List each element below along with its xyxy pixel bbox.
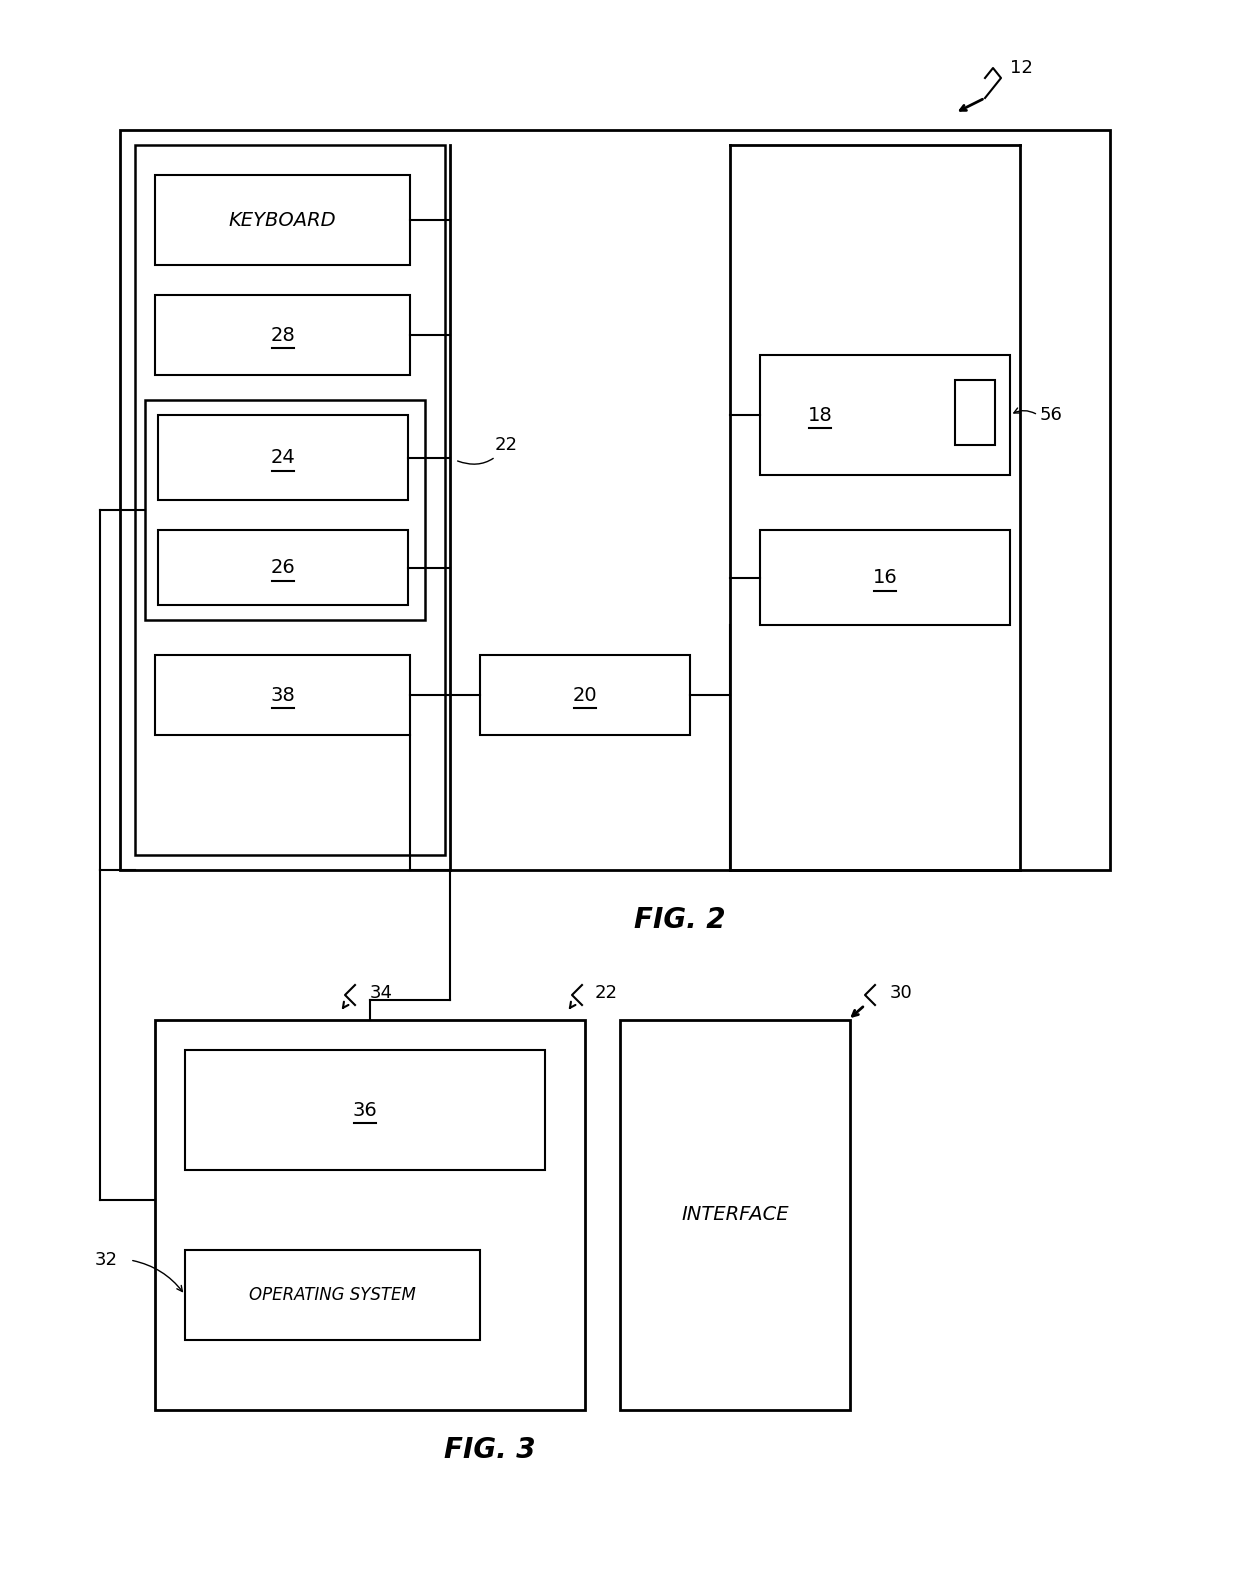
Bar	[620, 1020, 849, 1411]
Text: 22: 22	[595, 983, 618, 1002]
Text: 20: 20	[573, 685, 598, 704]
Text: 36: 36	[352, 1101, 377, 1120]
Text: 12: 12	[1011, 60, 1033, 77]
Text: 28: 28	[270, 325, 295, 344]
Text: 34: 34	[370, 983, 393, 1002]
Bar	[955, 380, 994, 445]
Bar	[760, 529, 1011, 625]
Text: 56: 56	[1040, 405, 1063, 424]
Text: 26: 26	[270, 558, 295, 577]
Bar	[135, 145, 445, 855]
Text: INTERFACE: INTERFACE	[681, 1205, 789, 1224]
Bar	[155, 174, 410, 265]
Bar	[157, 415, 408, 500]
Bar	[155, 655, 410, 735]
Bar	[155, 295, 410, 375]
Text: OPERATING SYSTEM: OPERATING SYSTEM	[249, 1287, 415, 1304]
Text: 30: 30	[890, 983, 913, 1002]
Bar	[760, 355, 1011, 474]
Bar	[185, 1251, 480, 1340]
Bar	[120, 130, 1110, 870]
Text: 22: 22	[458, 437, 518, 463]
Text: 38: 38	[270, 685, 295, 704]
Text: 24: 24	[270, 448, 295, 467]
Bar	[155, 1020, 585, 1411]
Bar	[157, 529, 408, 605]
Bar	[480, 655, 689, 735]
Bar	[145, 401, 425, 621]
Text: 32: 32	[95, 1251, 118, 1269]
Bar	[185, 1049, 546, 1170]
Text: 18: 18	[807, 405, 832, 424]
Text: FIG. 3: FIG. 3	[444, 1436, 536, 1464]
Text: FIG. 2: FIG. 2	[634, 906, 725, 935]
Text: 16: 16	[873, 569, 898, 588]
Text: KEYBOARD: KEYBOARD	[228, 211, 336, 229]
